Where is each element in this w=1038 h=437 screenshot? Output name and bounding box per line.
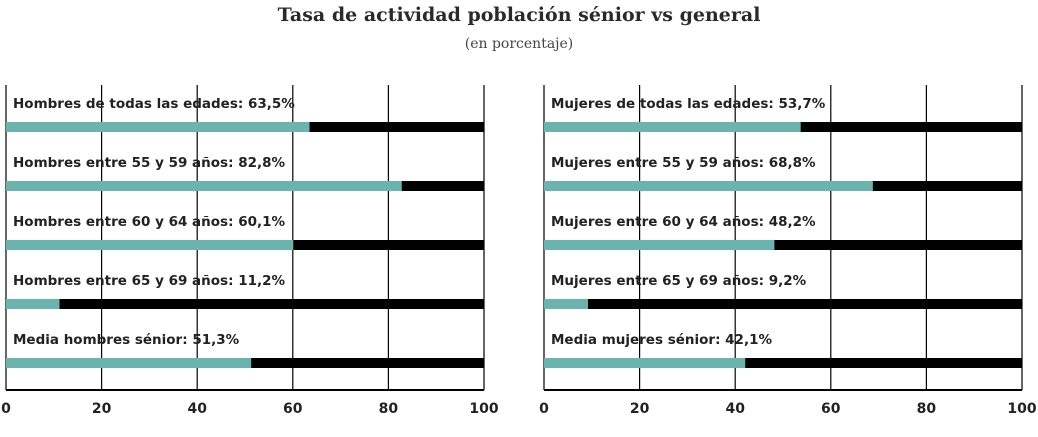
bar-value: [6, 181, 402, 191]
bar-value: [544, 358, 746, 368]
tick-label: 0: [1, 401, 11, 417]
tick-label: 60: [821, 401, 841, 417]
tick-label: 60: [283, 401, 303, 417]
bar-label: Hombres de todas las edades: 63,5%: [13, 96, 295, 112]
bar-label: Mujeres entre 60 y 64 años: 48,2%: [551, 214, 816, 230]
bar-label: Mujeres entre 65 y 69 años: 9,2%: [551, 273, 807, 289]
bar-value: [544, 240, 775, 250]
bar-remainder: [6, 299, 484, 309]
tick-label: 20: [630, 401, 650, 417]
chart-subtitle: (en porcentaje): [464, 36, 574, 52]
tick-label: 20: [92, 401, 112, 417]
bar-value: [544, 299, 588, 309]
chart-title: Tasa de actividad población sénior vs ge…: [277, 4, 761, 26]
bar-remainder: [544, 299, 1022, 309]
tick-label: 40: [725, 401, 745, 417]
bar-label: Media mujeres sénior: 42,1%: [551, 332, 772, 348]
tick-label: 80: [917, 401, 937, 417]
bar-value: [544, 122, 801, 132]
tick-label: 100: [1007, 401, 1036, 417]
bar-label: Mujeres de todas las edades: 53,7%: [551, 96, 826, 112]
bar-value: [544, 181, 873, 191]
bar-label: Mujeres entre 55 y 59 años: 68,8%: [551, 155, 816, 171]
tick-label: 40: [187, 401, 207, 417]
bar-remainder: [544, 240, 1022, 250]
bar-value: [6, 240, 294, 250]
bar-label: Hombres entre 55 y 59 años: 82,8%: [13, 155, 285, 171]
bar-label: Media hombres sénior: 51,3%: [13, 332, 240, 348]
bar-label: Hombres entre 60 y 64 años: 60,1%: [13, 214, 285, 230]
bar-value: [6, 299, 60, 309]
bar-remainder: [544, 358, 1022, 368]
tick-label: 0: [539, 401, 549, 417]
tick-label: 100: [469, 401, 498, 417]
tick-label: 80: [379, 401, 399, 417]
bar-value: [6, 358, 252, 368]
bar-label: Hombres entre 65 y 69 años: 11,2%: [13, 273, 285, 289]
bar-value: [6, 122, 310, 132]
